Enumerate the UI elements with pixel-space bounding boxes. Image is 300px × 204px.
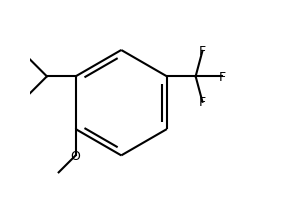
Text: O: O [71,149,81,162]
Text: F: F [199,96,206,109]
Text: F: F [218,71,226,83]
Text: F: F [199,45,206,58]
